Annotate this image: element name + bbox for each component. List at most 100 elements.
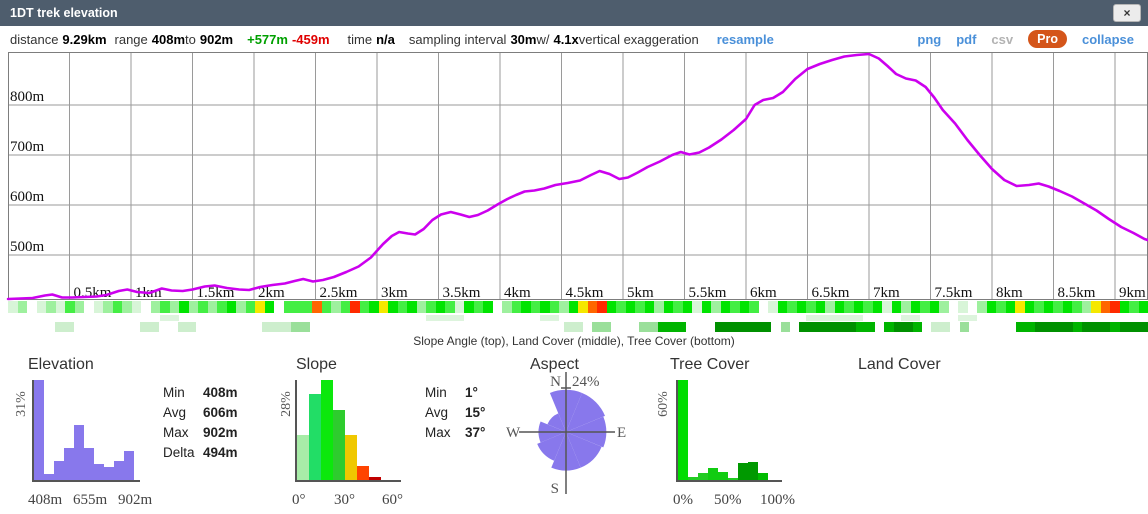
svg-text:5.5km: 5.5km (689, 285, 727, 301)
slope-strip-segment (768, 301, 778, 313)
land-strip-segment (84, 315, 103, 321)
slope-strip-segment (283, 301, 293, 313)
slope-strip-segment (1005, 301, 1015, 313)
land-strip-segment (255, 315, 274, 321)
tree-strip-segment (55, 322, 65, 332)
slope-strip-segment (872, 301, 882, 313)
tree-strip-segment (507, 322, 517, 332)
slope-strip-segment (236, 301, 246, 313)
elevation-histogram-bar (34, 380, 44, 480)
slope-strip-segment (226, 301, 236, 313)
tree-strip-segment (1006, 322, 1017, 332)
tree-strip-segment (290, 322, 301, 332)
export-csv-link[interactable]: csv (991, 31, 1014, 47)
tree-strip-segment (309, 322, 319, 332)
pro-badge[interactable]: Pro (1028, 30, 1067, 48)
slope-strip-segment (397, 301, 407, 313)
tree-strip-segment (224, 322, 235, 332)
aspect-rose: N 24% S W E (506, 372, 626, 497)
slope-strip-segment (996, 301, 1006, 313)
land-strip-segment (160, 315, 179, 321)
elevation-ymax-label: 31% (14, 391, 29, 417)
to-label: to (185, 31, 196, 47)
land-strip-segment (198, 315, 217, 321)
collapse-link[interactable]: collapse (1081, 31, 1134, 47)
tree-strip-segment (347, 322, 357, 332)
land-strip-segment (711, 315, 730, 321)
land-cover-strip (8, 315, 1148, 321)
tree-strip-segment (130, 322, 140, 332)
elevation-xlabel-min: 408m (28, 492, 63, 508)
land-strip-segment (293, 315, 312, 321)
land-strip-segment (502, 315, 521, 321)
land-strip-segment (958, 315, 977, 321)
elevation-histogram-bar (114, 461, 124, 480)
slope-strip-segment (929, 301, 939, 313)
slope-strip-segment (264, 301, 274, 313)
slope-histogram-bar (369, 477, 381, 480)
tree-strip-segment (931, 322, 941, 332)
slope-histogram-bar (297, 435, 309, 480)
svg-text:6.5km: 6.5km (812, 285, 850, 301)
slope-strip-segment (84, 301, 94, 313)
svg-text:2km: 2km (258, 285, 285, 301)
svg-text:4.5km: 4.5km (566, 285, 604, 301)
land-strip-segment (1110, 315, 1129, 321)
slope-strip-segment (701, 301, 711, 313)
tree-strip-segment (874, 322, 885, 332)
slope-strip-segment (8, 301, 18, 313)
elevation-xlabel-mid: 655m (73, 492, 108, 508)
slope-strip-segment (967, 301, 977, 313)
tree-strip-segment (761, 322, 772, 332)
tree-strip-segment (215, 322, 225, 332)
slope-strip-segment (939, 301, 949, 313)
slope-strip-segment (473, 301, 483, 313)
tree-strip-segment (639, 322, 649, 332)
tree-strip-segment (997, 322, 1007, 332)
slope-strip-segment (255, 301, 265, 313)
land-strip-segment (312, 315, 331, 321)
slope-angle-strip (8, 301, 1148, 313)
tree-strip-segment (827, 322, 838, 332)
tree-strip-segment (1053, 322, 1064, 332)
resample-link[interactable]: resample (716, 31, 774, 47)
tree-strip-segment (111, 322, 122, 332)
export-pdf-link[interactable]: pdf (956, 31, 977, 47)
slope-strip-segment (141, 301, 151, 313)
tree-cover-histogram-bar (678, 380, 688, 480)
strips-caption: Slope Angle (top), Land Cover (middle), … (413, 334, 735, 348)
svg-text:5km: 5km (627, 285, 654, 301)
compass-north-label: N (550, 374, 561, 390)
elevation-loss-value: -459m (291, 31, 330, 47)
land-strip-segment (635, 315, 654, 321)
tree-strip-segment (177, 322, 188, 332)
slope-strip-segment (739, 301, 749, 313)
land-strip-segment (882, 315, 901, 321)
range-label: range (114, 31, 148, 47)
svg-text:3km: 3km (381, 285, 408, 301)
tree-strip-segment (8, 322, 18, 332)
tree-strip-segment (667, 322, 677, 332)
elevation-profile-chart[interactable]: 0.5km 1km 1.5km 2km 2.5km 3km 3.5km 4km 4.5km 5km… (0, 52, 1148, 301)
compass-west-label: W (506, 425, 521, 441)
tree-strip-segment (356, 322, 367, 332)
slope-strip-segment (882, 301, 892, 313)
slope-histogram-bar (357, 466, 369, 480)
tree-cover-histogram-bar (698, 473, 708, 480)
close-button[interactable]: × (1113, 4, 1141, 22)
slope-strip-segment (730, 301, 740, 313)
land-strip-segment (103, 315, 122, 321)
tree-strip-segment (771, 322, 781, 332)
tree-xlabel-50: 50% (714, 492, 742, 508)
slope-strip-segment (17, 301, 27, 313)
tree-strip-segment (384, 322, 395, 332)
slope-strip-segment (1034, 301, 1044, 313)
tree-strip-segment (394, 322, 404, 332)
land-strip-segment (996, 315, 1015, 321)
tree-xlabel-0: 0% (673, 492, 693, 508)
tree-strip-segment (1129, 322, 1139, 332)
export-png-link[interactable]: png (917, 31, 942, 47)
land-strip-segment (179, 315, 198, 321)
slope-strip-segment (55, 301, 65, 313)
land-strip-segment (1129, 315, 1148, 321)
